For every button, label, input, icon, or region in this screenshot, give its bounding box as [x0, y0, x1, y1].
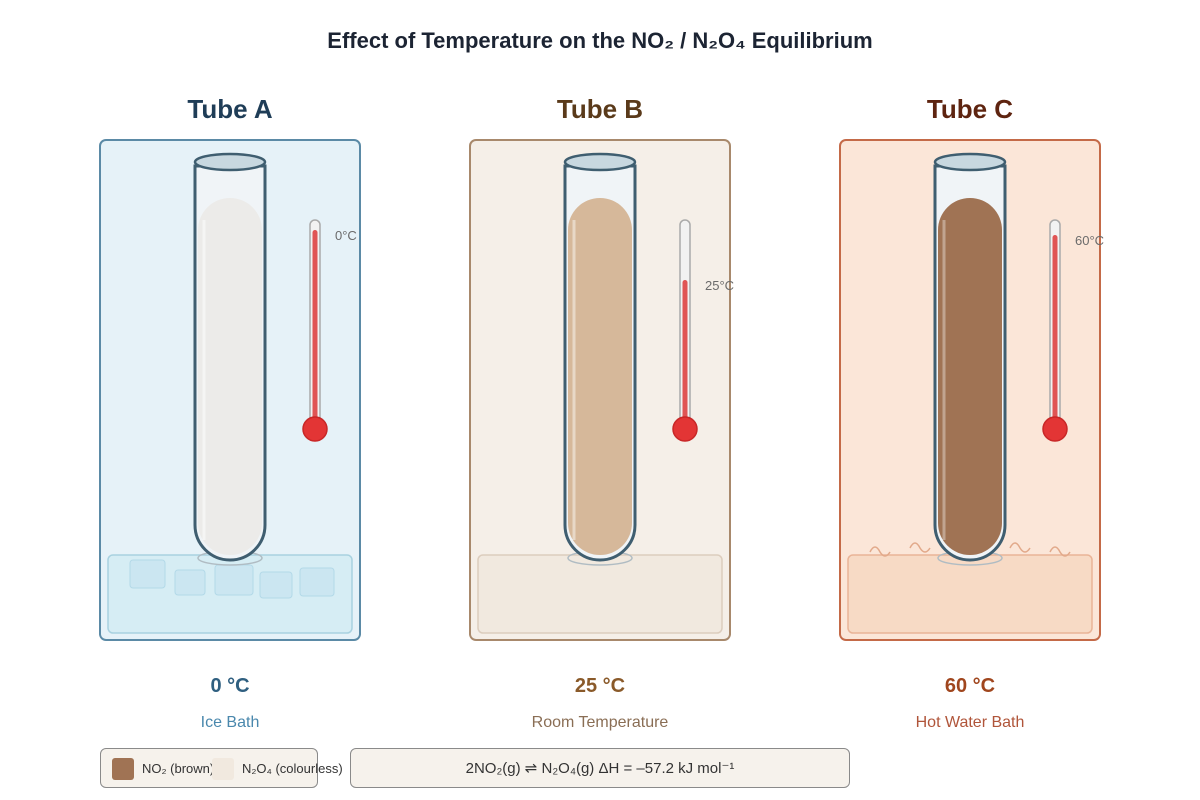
tube-b-panel: [469, 139, 731, 641]
gas-fill: [568, 198, 632, 555]
bath-label-a: Ice Bath: [200, 714, 260, 731]
thermometer-icon: [1042, 219, 1068, 442]
tube-rim: [563, 152, 637, 172]
room-bath: [477, 554, 723, 634]
thermometer-reading-c: 60°C: [1075, 233, 1105, 248]
tube-a-panel: [99, 139, 361, 641]
legend-n2o4-label: N₂O₄ (colourless): [242, 761, 343, 776]
no2-swatch: [112, 758, 134, 780]
page-title: Effect of Temperature on the NO₂ / N₂O₄ …: [327, 28, 873, 53]
thermometer-reading-b: 25°C: [705, 278, 735, 293]
tube-rim: [933, 152, 1007, 172]
ice-cube: [174, 569, 206, 596]
tube-rim: [193, 152, 267, 172]
hot-bath: [847, 554, 1093, 634]
thermometer-reading-a: 0°C: [335, 228, 357, 243]
bath-label-b: Room Temperature: [531, 714, 669, 731]
temperature-label-a: 0 °C: [210, 675, 250, 697]
equation-text: 2NO₂(g) ⇌ N₂O₄(g) ΔH = –57.2 kJ mol⁻¹: [465, 760, 735, 777]
bath-label-c: Hot Water Bath: [915, 714, 1025, 731]
tube-c-title: Tube C: [926, 94, 1014, 124]
tube-c-panel: [839, 139, 1101, 641]
heat-wave-icon: [869, 542, 1071, 557]
ice-cube: [259, 571, 293, 599]
tube-b-title: Tube B: [556, 94, 644, 124]
ice-cube: [299, 567, 335, 597]
gas-fill: [938, 198, 1002, 555]
legend-no2-label: NO₂ (brown): [142, 761, 215, 776]
thermometer-icon: [672, 219, 698, 442]
temperature-label-c: 60 °C: [944, 675, 996, 697]
temperature-label-b: 25 °C: [574, 675, 626, 697]
equation-box: 2NO₂(g) ⇌ N₂O₄(g) ΔH = –57.2 kJ mol⁻¹: [350, 748, 850, 788]
gas-fill: [198, 198, 262, 555]
ice-cube: [129, 559, 166, 589]
n2o4-swatch: [212, 758, 234, 780]
tube-a-title: Tube A: [187, 94, 273, 124]
legend: NO₂ (brown) N₂O₄ (colourless): [100, 748, 343, 788]
ice-cube: [214, 564, 254, 596]
thermometer-icon: [302, 219, 328, 442]
